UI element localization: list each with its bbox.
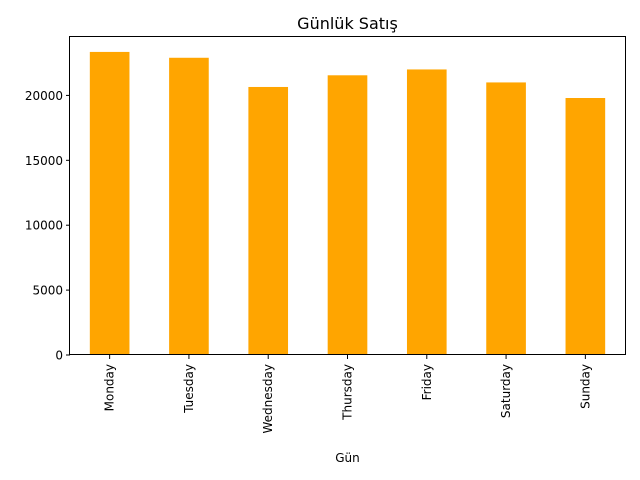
y-tick-label: 5000	[32, 284, 63, 298]
bar-sunday	[565, 98, 606, 355]
y-tick-label: 20000	[25, 89, 63, 103]
x-tick-label: Saturday	[499, 364, 513, 418]
bar-friday	[406, 69, 447, 356]
bar-saturday	[486, 82, 526, 355]
bar-thursday	[327, 75, 368, 355]
x-tick-label: Thursday	[341, 364, 355, 421]
x-tick-label: Friday	[420, 364, 434, 400]
x-tick-label: Monday	[103, 364, 117, 411]
x-tick-label: Sunday	[578, 364, 592, 409]
bar-wednesday	[248, 86, 289, 355]
x-tick-label: Tuesday	[182, 364, 196, 414]
chart-title: Günlük Satış	[297, 14, 398, 33]
y-tick-label: 0	[55, 349, 63, 363]
x-tick-label: Wednesday	[261, 364, 275, 433]
bar-monday	[89, 51, 130, 356]
y-axis: 0 5000 10000 15000 20000	[25, 89, 70, 363]
plot-frame	[69, 36, 626, 355]
bars-group	[89, 51, 606, 356]
y-tick-label: 10000	[25, 219, 63, 233]
y-tick-label: 15000	[25, 154, 63, 168]
bar-tuesday	[169, 57, 209, 356]
x-axis: Monday Tuesday Wednesday Thursday Friday Satu…	[103, 355, 592, 433]
x-axis-label: Gün	[335, 451, 360, 465]
